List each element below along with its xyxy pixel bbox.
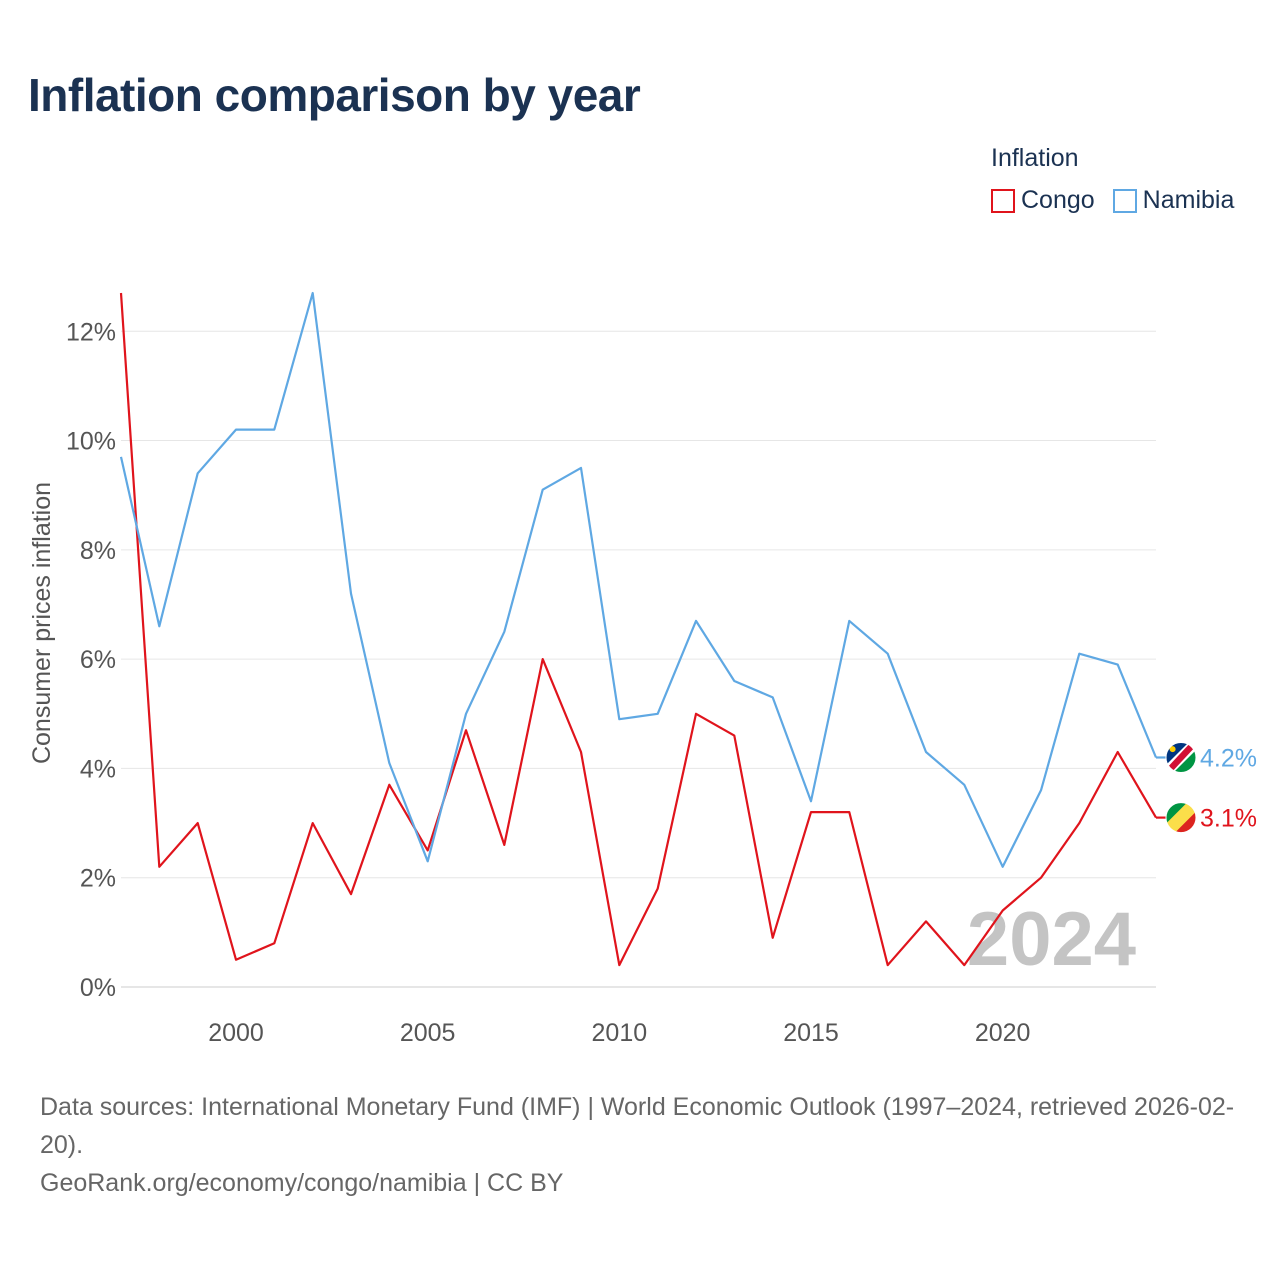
legend-item-congo[interactable]: Congo	[991, 186, 1095, 215]
namibia-flag-ring	[1165, 741, 1197, 773]
y-tick-label: 0%	[80, 974, 116, 1002]
x-tick-label: 2005	[400, 1019, 456, 1047]
y-axis-label: Consumer prices inflation	[28, 482, 56, 764]
y-tick-label: 2%	[80, 865, 116, 893]
series-line-namibia	[119, 291, 1158, 868]
series-lines	[119, 291, 1158, 967]
data-sources: Data sources: International Monetary Fun…	[40, 1093, 1235, 1159]
x-tick-label: 2015	[783, 1019, 839, 1047]
x-tick-label: 2000	[208, 1019, 264, 1047]
line-chart: 0% 2% 4% 6% 8% 10% 12% 2000 2005 2010 2015 2020 Co…	[28, 291, 1257, 1047]
year-watermark: 2024	[967, 897, 1136, 982]
y-tick-label: 8%	[80, 537, 116, 565]
namibia-flag-icon	[1166, 742, 1196, 773]
congo-flag-icon	[1166, 802, 1196, 833]
legend: Congo Namibia	[991, 186, 1252, 215]
x-tick-label: 2020	[975, 1019, 1031, 1047]
end-label-namibia: 4.2%	[1200, 744, 1257, 772]
legend-label-namibia: Namibia	[1142, 186, 1235, 214]
grid-lines	[121, 330, 1156, 988]
legend-swatch-congo	[991, 188, 1015, 213]
y-axis-ticks: 0% 2% 4% 6% 8% 10% 12%	[66, 318, 116, 1002]
legend-label-congo: Congo	[1021, 186, 1095, 214]
x-axis-ticks: 2000 2005 2010 2015 2020	[208, 1019, 1030, 1047]
end-markers: 3.1% 4.2%	[1156, 741, 1257, 834]
y-tick-label: 12%	[66, 318, 116, 346]
credit-link[interactable]: GeoRank.org/economy/congo/namibia | CC B…	[40, 1169, 564, 1197]
series-line-congo	[119, 292, 1157, 967]
legend-item-namibia[interactable]: Namibia	[1112, 186, 1235, 215]
legend-swatch-namibia	[1112, 188, 1137, 213]
footer: Data sources: International Monetary Fun…	[40, 1088, 1250, 1202]
congo-flag-ring	[1165, 802, 1197, 834]
chart-title: Inflation comparison by year	[28, 69, 641, 121]
legend-title: Inflation	[991, 144, 1079, 172]
y-tick-label: 10%	[66, 428, 116, 456]
y-tick-label: 6%	[80, 646, 116, 674]
y-tick-label: 4%	[80, 755, 116, 783]
end-label-congo: 3.1%	[1200, 805, 1257, 833]
x-tick-label: 2010	[592, 1019, 648, 1047]
